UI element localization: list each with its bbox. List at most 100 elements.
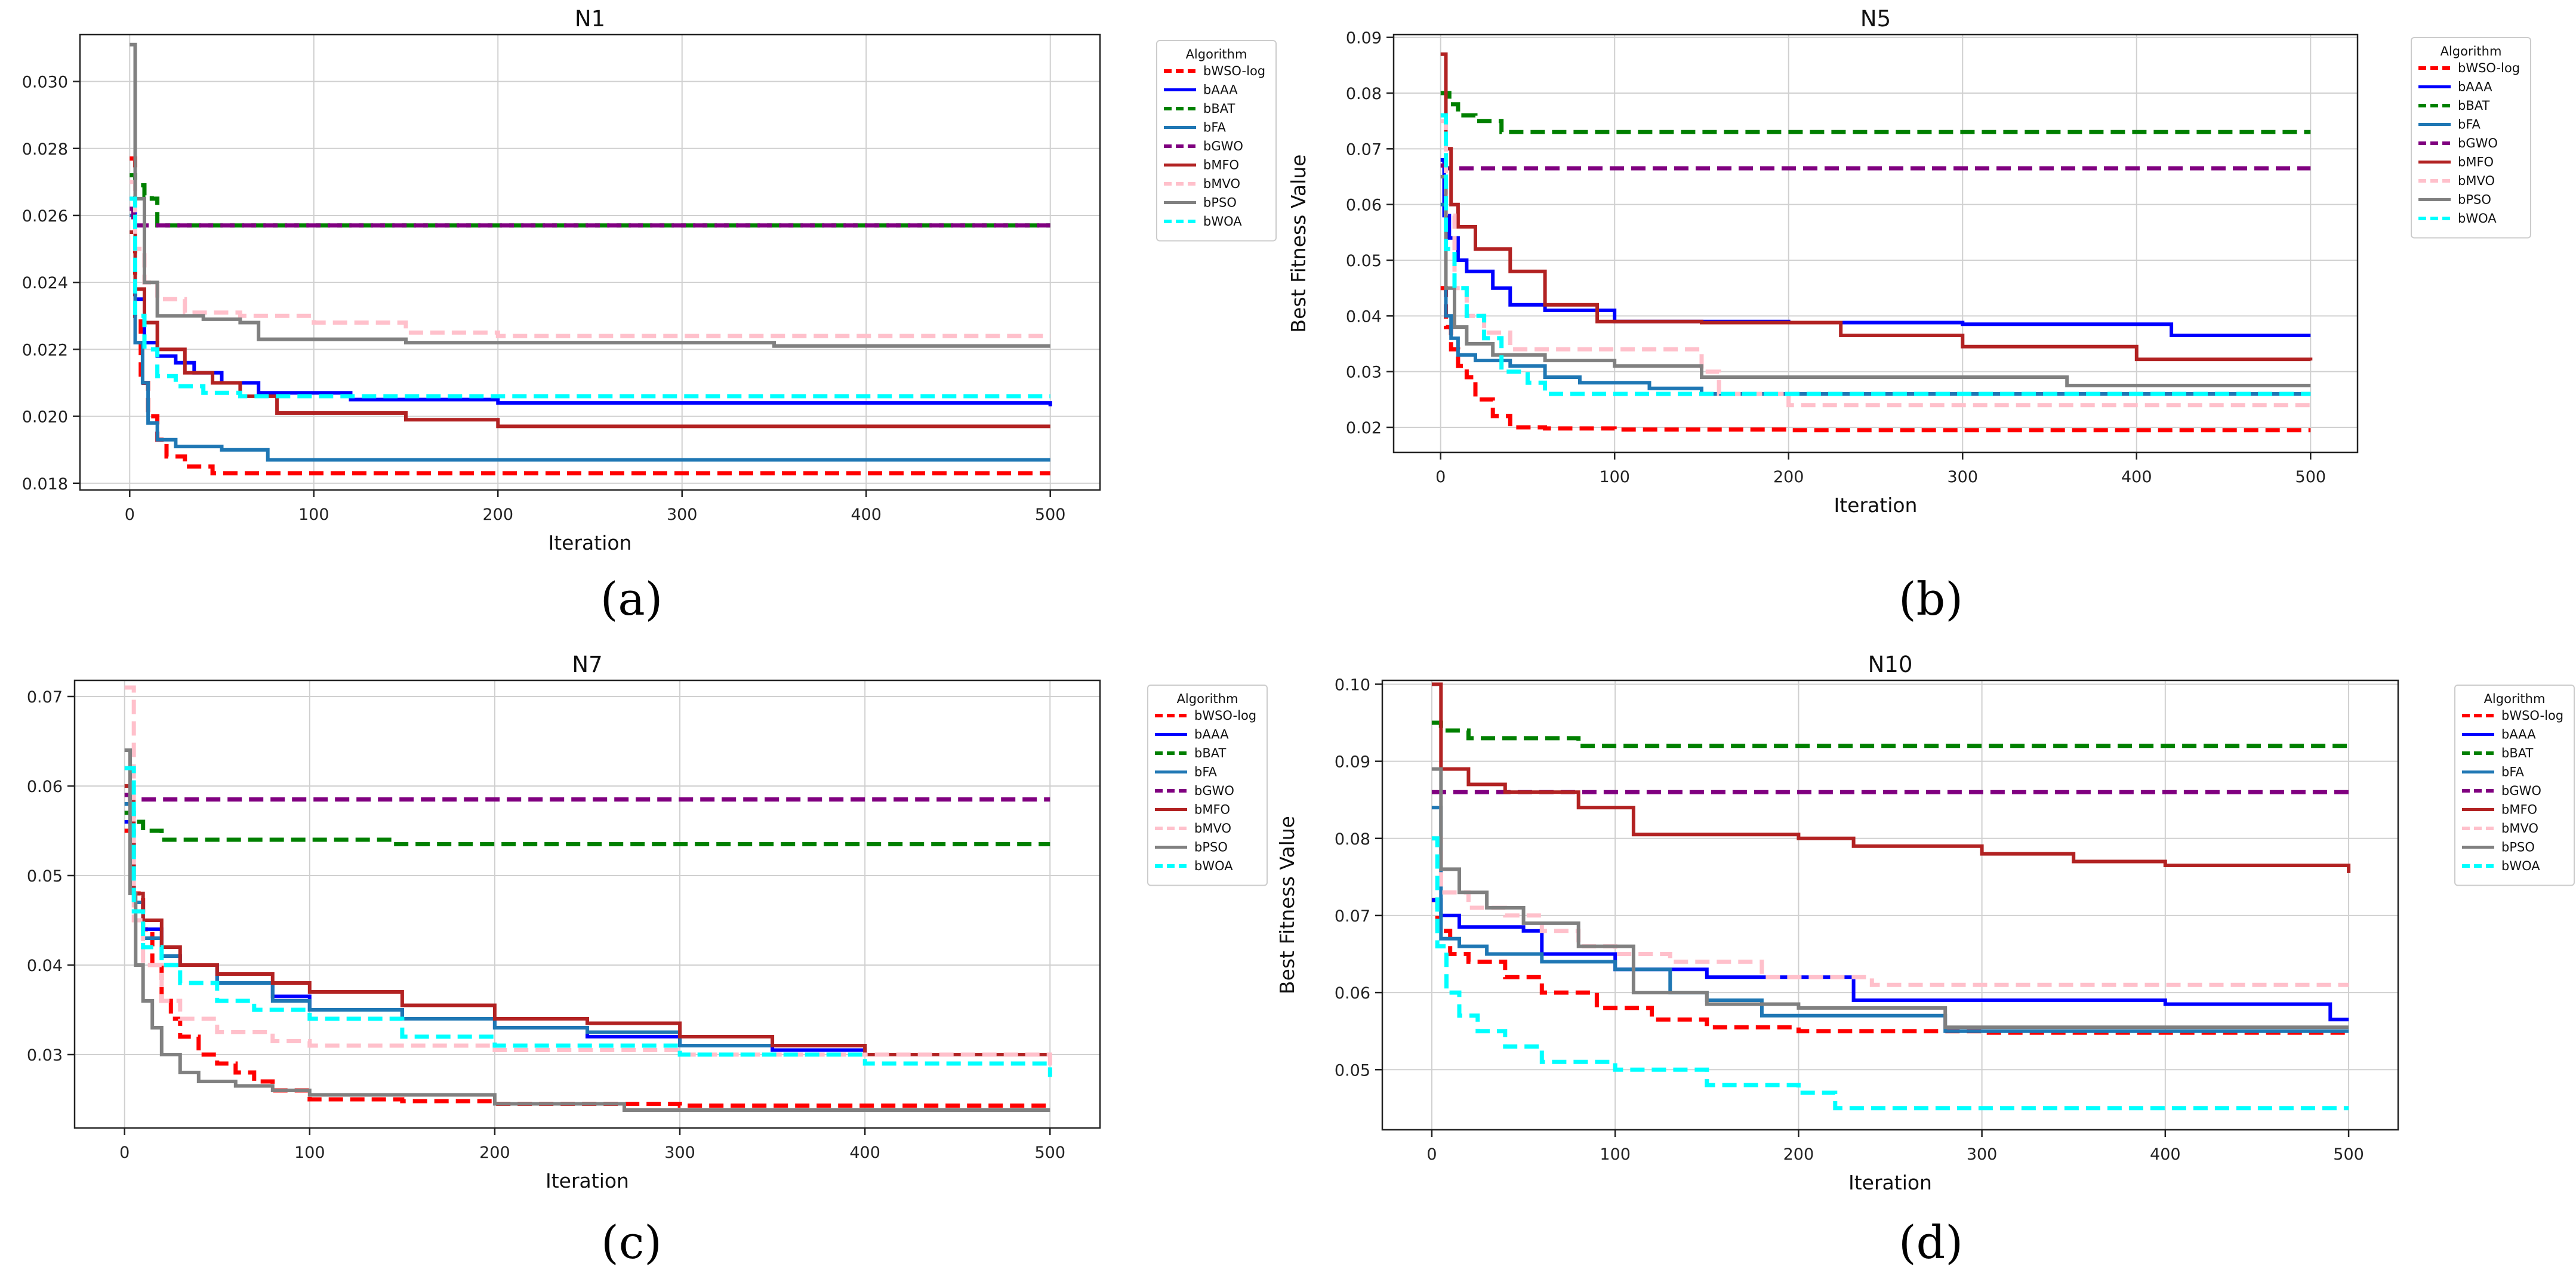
y-tick-label: 0.07 (1335, 907, 1370, 926)
axes-frame (73, 679, 1101, 1129)
legend-label-bbat: bBAT (2501, 746, 2533, 760)
series-line-bwoa (124, 766, 1052, 1077)
legend-label-bbat: bBAT (1194, 746, 1226, 760)
y-tick-label: 0.06 (1346, 196, 1382, 215)
legend-label-baaa: bAAA (2458, 80, 2492, 94)
y-tick-label: 0.09 (1346, 29, 1382, 48)
legend-label-bwso-log: bWSO-log (1194, 708, 1256, 723)
legend-label-bmfo: bMFO (2501, 803, 2537, 817)
series-group (1440, 52, 2313, 433)
x-tick-label: 100 (294, 1144, 325, 1162)
y-tick-label: 0.026 (22, 207, 68, 226)
legend-label-bgwo: bGWO (1194, 784, 1234, 798)
series-line-bpso (1440, 175, 2311, 387)
x-tick-label: 400 (2121, 468, 2152, 486)
legend-label-bpso: bPSO (2501, 840, 2535, 855)
y-tick-label: 0.10 (1335, 676, 1370, 694)
y-tick-label: 0.05 (27, 867, 63, 886)
legend-title: Algorithm (2484, 692, 2546, 706)
chart-title: N1 (575, 6, 605, 32)
y-tick-label: 0.03 (1346, 363, 1382, 382)
y-tick-label: 0.030 (22, 73, 68, 92)
x-tick-label: 200 (479, 1144, 510, 1162)
y-tick-label: 0.018 (22, 475, 68, 494)
legend-label-bfa: bFA (1194, 765, 1217, 779)
axes-frame (1392, 33, 2359, 454)
y-tick-label: 0.04 (1346, 307, 1382, 326)
plot-area (75, 680, 1100, 1128)
legend-title: Algorithm (1177, 692, 1238, 706)
x-tick-label: 0 (125, 506, 135, 524)
legend-label-bwso-log: bWSO-log (2458, 61, 2520, 75)
legend-label-bfa: bFA (1203, 121, 1226, 135)
series-line-bmvo (130, 180, 1050, 338)
series-line-bfa (1431, 806, 2349, 1033)
series-line-bbat (1440, 91, 2311, 134)
x-tick-label: 300 (667, 506, 698, 524)
y-tick-label: 0.06 (27, 778, 63, 796)
chart-n10: 0 100 200 300 400 500 0.05 0.06 0.07 0.08 0.09 0.10… (1275, 652, 2575, 1194)
legend-label-bwoa: bWOA (1203, 214, 1242, 229)
legend-label-bwoa: bWOA (2501, 859, 2540, 873)
x-axis-label: Iteration (546, 1169, 629, 1192)
legend-label-baaa: bAAA (1203, 83, 1238, 97)
x-tick-label: 300 (1947, 468, 1978, 486)
legend-label-bbat: bBAT (1203, 101, 1235, 116)
legend-label-bbat: bBAT (2458, 98, 2489, 113)
chart-title: N10 (1868, 652, 1913, 677)
series-line-bwoa (1431, 836, 2349, 1111)
x-tick-label: 400 (2150, 1145, 2181, 1164)
legend-label-bwoa: bWOA (2458, 211, 2497, 226)
series-group (1431, 682, 2351, 1111)
series-line-bmvo (1440, 119, 2311, 408)
series-line-bpso (1431, 767, 2349, 1030)
legend-label-bmfo: bMFO (1203, 158, 1239, 172)
series-line-bwso-log (1440, 286, 2311, 433)
x-tick-label: 200 (1783, 1145, 1814, 1164)
legend-label-baaa: bAAA (1194, 728, 1229, 742)
x-axis-label: Iteration (1834, 494, 1918, 517)
y-axis-label: Best Fitness Value (1275, 816, 1299, 994)
x-tick-label: 500 (1034, 1144, 1065, 1162)
legend-label-bfa: bFA (2501, 765, 2524, 779)
legend-label-bpso: bPSO (1194, 840, 1228, 855)
series-group (130, 42, 1052, 476)
legend-label-bmfo: bMFO (1194, 803, 1230, 817)
y-tick-label: 0.05 (1335, 1061, 1370, 1080)
plot-area (1394, 35, 2358, 452)
y-tick-label: 0.02 (1346, 419, 1382, 437)
legend-label-bpso: bPSO (1203, 196, 1237, 210)
series-line-bpso (130, 42, 1050, 348)
x-tick-label: 200 (1773, 468, 1804, 486)
legend-label-baaa: bAAA (2501, 728, 2536, 742)
chart-title: N7 (572, 652, 602, 677)
y-tick-label: 0.05 (1346, 252, 1382, 270)
y-tick-label: 0.024 (22, 274, 68, 292)
x-axis-label: Iteration (1848, 1171, 1932, 1194)
x-tick-label: 0 (119, 1144, 130, 1162)
legend-title: Algorithm (1186, 47, 1247, 61)
legend-label-bmvo: bMVO (2501, 821, 2538, 836)
x-tick-label: 300 (664, 1144, 695, 1162)
legend-label-bfa: bFA (2458, 118, 2481, 132)
legend-label-bwoa: bWOA (1194, 859, 1233, 873)
chart-n5: 0 100 200 300 400 500 0.02 0.03 0.04 0.05 0.06 0.07… (1287, 6, 2531, 517)
series-line-bwso-log (130, 156, 1050, 476)
series-line-bfa (1440, 202, 2311, 396)
x-tick-label: 400 (851, 506, 882, 524)
series-line-bwso-log (124, 828, 1050, 1108)
plot-area (80, 35, 1100, 490)
y-tick-label: 0.020 (22, 408, 68, 427)
legend-label-bmfo: bMFO (2458, 155, 2494, 169)
series-line-bmfo (1431, 682, 2351, 873)
x-tick-label: 500 (1035, 506, 1066, 524)
chart-title: N5 (1860, 6, 1891, 32)
y-tick-label: 0.08 (1346, 85, 1382, 103)
plot-area (1382, 680, 2398, 1130)
x-tick-label: 400 (849, 1144, 880, 1162)
series-line-baaa (1440, 158, 2311, 337)
y-axis-label: Best Fitness Value (1287, 155, 1310, 333)
axes-frame (79, 33, 1101, 491)
x-tick-label: 100 (1599, 468, 1630, 486)
